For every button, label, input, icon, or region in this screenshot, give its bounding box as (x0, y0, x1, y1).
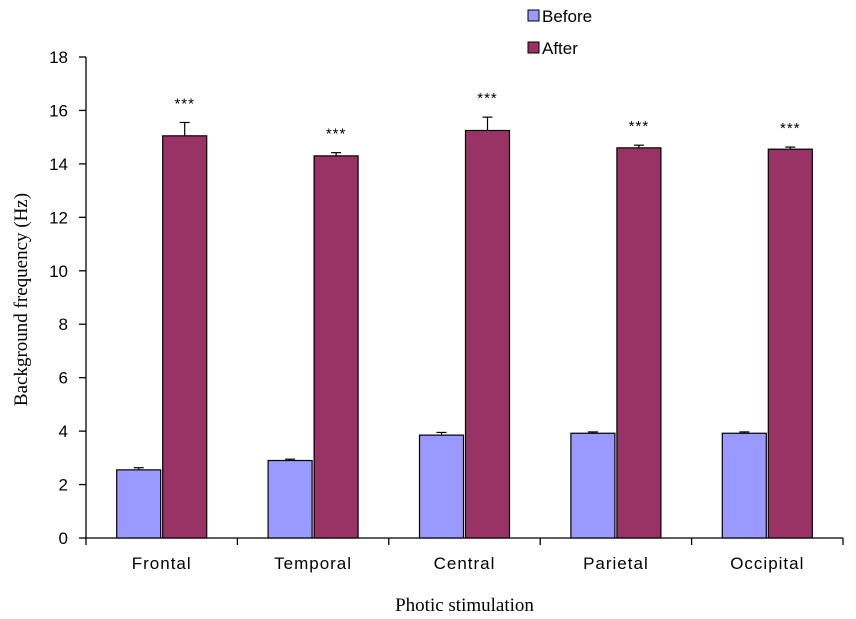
bar-after-frontal (162, 135, 208, 539)
x-axis-title: Photic stimulation (395, 595, 534, 616)
bar-before-central (418, 434, 465, 539)
bar-before-temporal (267, 459, 313, 539)
y-tick-label: 6 (59, 369, 68, 388)
y-tick-label: 4 (59, 422, 68, 441)
bar-after-parietal (616, 147, 662, 539)
legend: Before After (527, 7, 592, 58)
significance-label: *** (780, 120, 801, 137)
significance-label: *** (629, 118, 650, 135)
bar-before-frontal (116, 469, 162, 539)
y-tick-label: 12 (49, 208, 68, 227)
bar-after-temporal (313, 155, 359, 539)
significance-label: *** (326, 126, 347, 143)
y-tick-label: 2 (59, 476, 68, 495)
labels: *** Frontal *** Temporal *** Central *** Pariet… (132, 90, 804, 573)
x-tick-label: Occipital (730, 554, 804, 573)
legend-label-before: Before (542, 7, 592, 26)
significance-label: *** (477, 90, 498, 107)
legend-label-after: After (542, 39, 578, 58)
bar-before-parietal (570, 432, 616, 539)
y-axis-title: Background frequency (Hz) (11, 193, 32, 406)
legend-swatch-before (527, 9, 540, 22)
axes: 0 2 4 6 8 10 12 14 16 18 (49, 48, 844, 548)
bar-before-occipital (721, 432, 767, 539)
y-tick-label: 14 (49, 155, 68, 174)
x-tick-label: Parietal (583, 554, 649, 573)
x-tick-label: Central (434, 554, 496, 573)
bars (116, 116, 813, 539)
significance-label: *** (174, 95, 195, 112)
y-tick-label: 0 (59, 529, 68, 548)
y-tick-label: 10 (49, 262, 68, 281)
x-tick-label: Temporal (274, 554, 352, 573)
y-tick-label: 18 (49, 48, 68, 67)
bar-after-central (464, 129, 511, 539)
y-tick-label: 16 (49, 101, 68, 120)
x-tick-label: Frontal (132, 554, 192, 573)
bar-after-occipital (767, 148, 813, 539)
legend-swatch-after (527, 41, 540, 54)
y-tick-label: 8 (59, 315, 68, 334)
